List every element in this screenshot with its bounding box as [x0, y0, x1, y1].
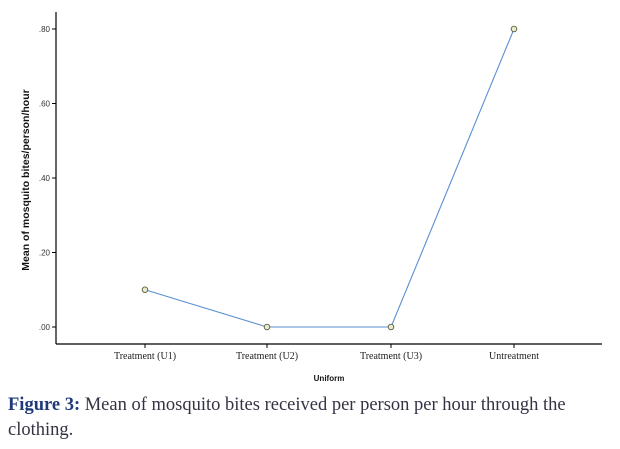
x-tick-label: Treatment (U2)	[236, 351, 298, 362]
y-tick-label: .60	[39, 100, 51, 109]
y-axis-title: Mean of mosquito bites/person/hour	[20, 89, 32, 270]
x-axis-ticks: Treatment (U1) Treatment (U2) Treatment (U…	[114, 344, 539, 362]
y-tick-label: .40	[39, 174, 51, 183]
y-tick-label: .20	[39, 249, 51, 258]
data-point	[141, 286, 149, 294]
x-tick-label: Treatment (U1)	[114, 351, 176, 362]
y-tick-label: .80	[39, 25, 51, 34]
caption-label: Figure 3:	[8, 395, 81, 415]
x-tick-label: Untreatment	[489, 351, 539, 362]
x-tick-label: Treatment (U3)	[360, 351, 422, 362]
series-line	[144, 28, 515, 328]
data-point	[263, 323, 271, 331]
y-tick-label: .00	[39, 323, 51, 332]
line-chart: .00.20.40.60.80 Treatment (U1) Treatment …	[20, 12, 602, 383]
series-group	[141, 25, 518, 331]
axes	[55, 12, 602, 345]
y-axis-ticks: .00 .20 .40 .60 .80	[39, 25, 56, 332]
data-point	[510, 25, 518, 33]
x-axis-title: Uniform	[314, 374, 345, 383]
data-point	[387, 323, 395, 331]
caption-text: Mean of mosquito bites received per pers…	[8, 395, 566, 440]
figure-caption: Figure 3: Mean of mosquito bites receive…	[8, 393, 612, 443]
